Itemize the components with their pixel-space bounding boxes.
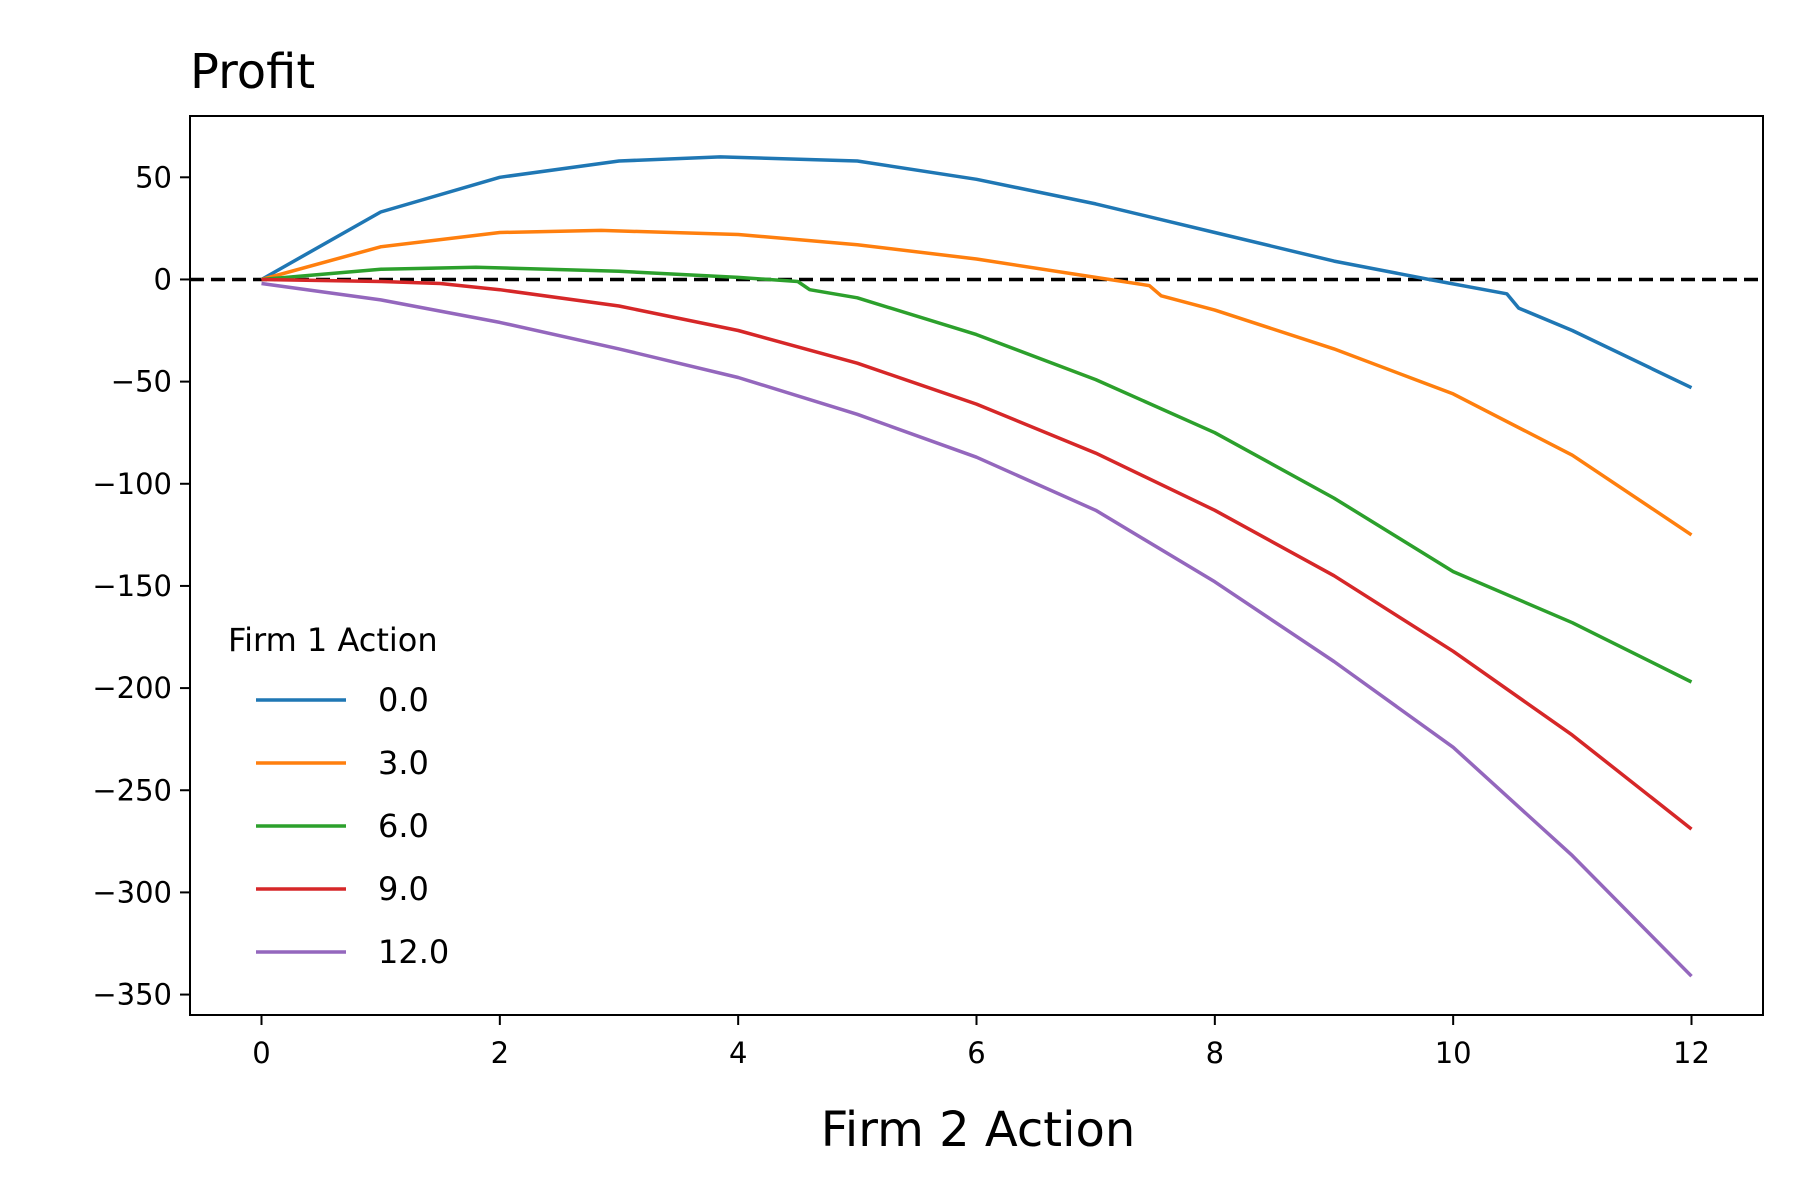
- y-tick-label: 0: [154, 262, 172, 296]
- x-axis-label: Firm 2 Action: [821, 1102, 1135, 1158]
- x-tick-label: 0: [252, 1036, 270, 1070]
- series-line-0: [260, 155, 1693, 390]
- y-tick-label: −150: [92, 569, 172, 603]
- y-tick-label: −50: [111, 365, 172, 399]
- x-tick-label: 10: [1435, 1036, 1472, 1070]
- y-axis-ticks: 50 0 −50 −100 −150 −200 −250 −300 −350: [92, 160, 190, 1012]
- series-line-2: [261, 265, 1693, 684]
- y-tick-label: −200: [92, 671, 172, 705]
- y-tick-label: −300: [92, 875, 172, 909]
- legend-entry-label: 3.0: [378, 744, 429, 782]
- series-line-3: [261, 277, 1693, 831]
- y-tick-label: 50: [135, 160, 172, 194]
- series-line-4: [261, 281, 1693, 978]
- legend-entry-label: 9.0: [378, 870, 429, 908]
- x-axis-ticks: 0 2 4 6 8 10 12: [252, 1015, 1710, 1070]
- legend-entry-label: 12.0: [378, 933, 449, 971]
- series-line-1: [261, 228, 1693, 537]
- x-tick-label: 6: [967, 1036, 985, 1070]
- legend-title: Firm 1 Action: [228, 621, 438, 659]
- chart-title: Profit: [190, 44, 315, 100]
- y-tick-label: −250: [92, 773, 172, 807]
- y-tick-label: −350: [92, 978, 172, 1012]
- plot-area: [189, 115, 1764, 1016]
- legend: Firm 1 Action 0.0 3.0 6.0 9.0 12.0: [228, 621, 449, 971]
- x-tick-label: 8: [1206, 1036, 1224, 1070]
- legend-entry-label: 0.0: [378, 681, 429, 719]
- legend-entry-label: 6.0: [378, 807, 429, 845]
- x-tick-label: 4: [729, 1036, 747, 1070]
- x-tick-label: 12: [1673, 1036, 1710, 1070]
- x-tick-label: 2: [491, 1036, 509, 1070]
- y-tick-label: −100: [92, 467, 172, 501]
